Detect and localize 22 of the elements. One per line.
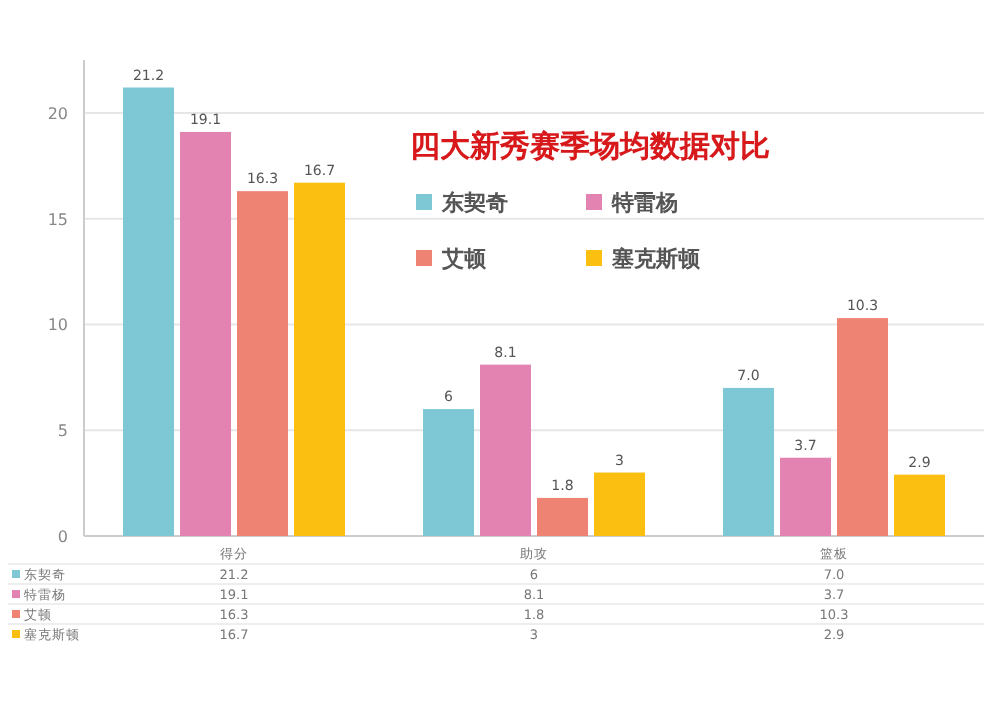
legend-label: 特雷杨 xyxy=(610,190,678,216)
y-tick-label: 0 xyxy=(57,528,68,546)
legend-label: 塞克斯顿 xyxy=(610,246,702,272)
legend-label: 艾顿 xyxy=(440,246,488,272)
bar xyxy=(423,409,474,536)
bar xyxy=(837,318,888,536)
text: 四大新秀赛季场均数据对比 xyxy=(410,128,770,164)
y-tick-label: 20 xyxy=(47,104,68,123)
bar xyxy=(480,364,531,536)
bar xyxy=(894,474,945,536)
bar xyxy=(123,87,174,536)
bar xyxy=(594,472,645,536)
bar xyxy=(780,457,831,536)
y-tick-label: 5 xyxy=(57,422,68,441)
bar xyxy=(180,131,231,536)
bar xyxy=(537,497,588,536)
bar xyxy=(237,191,288,536)
legend-label: 东契奇 xyxy=(440,190,508,216)
bar xyxy=(723,387,774,536)
y-tick-label: 15 xyxy=(47,210,68,229)
bar xyxy=(294,182,345,536)
y-tick-label: 10 xyxy=(47,316,68,335)
